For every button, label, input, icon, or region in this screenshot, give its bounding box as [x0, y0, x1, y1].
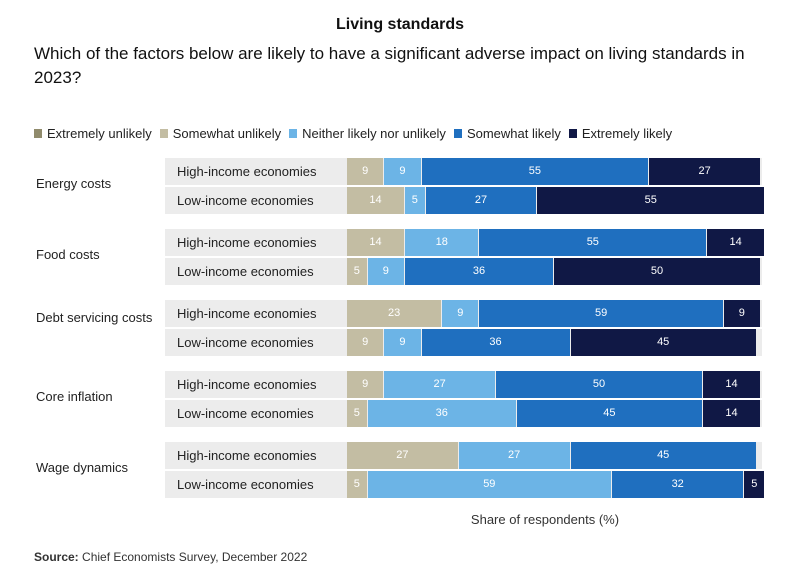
bar-segment: 27	[384, 371, 496, 398]
bar-segment: 14	[347, 187, 404, 214]
row-label: High-income economies	[177, 164, 317, 179]
bar-segment: 55	[537, 187, 765, 214]
bar-segment: 27	[347, 442, 458, 469]
legend: Extremely unlikely Somewhat unlikely Neith…	[34, 124, 680, 142]
bar-segment: 36	[367, 400, 516, 427]
bar-segment: 5	[744, 471, 765, 498]
legend-label: Somewhat unlikely	[172, 125, 282, 141]
bar-segment: 9	[347, 329, 384, 356]
group-label: Food costs	[36, 247, 100, 262]
group-label: Wage dynamics	[36, 460, 128, 475]
legend-item: Neither likely nor unlikely	[289, 126, 446, 141]
bar-segment: 14	[707, 229, 765, 256]
bar-segment: 18	[404, 229, 479, 256]
chart-title: Living standards	[335, 16, 465, 33]
source-note: Source: Chief Economists Survey, Decembe…	[34, 550, 307, 564]
bar-segment: 5	[404, 187, 425, 214]
row-label: Low-income economies	[177, 264, 314, 279]
legend-label: Extremely likely	[581, 125, 673, 141]
bar-segment: 14	[703, 371, 760, 398]
bar-segment: 55	[421, 158, 649, 185]
bar-segment: 36	[404, 258, 553, 285]
bar-segment: 23	[347, 300, 442, 327]
legend-swatch	[289, 128, 298, 138]
bar-segment: 45	[570, 442, 756, 469]
legend-label: Neither likely nor unlikely	[302, 125, 446, 141]
group-label: Debt servicing costs	[36, 310, 153, 325]
bar-segment: 5	[347, 400, 367, 427]
source-label: Source:	[34, 550, 79, 564]
legend-swatch	[34, 128, 42, 138]
row-label: High-income economies	[177, 377, 317, 392]
bar-segment: 50	[496, 371, 703, 398]
bar-segment: 59	[367, 471, 611, 498]
legend-label: Extremely unlikely	[47, 125, 152, 141]
legend-item: Somewhat unlikely	[159, 125, 282, 141]
bar-segment: 5	[347, 258, 367, 285]
bar-segment: 32	[611, 471, 744, 498]
legend-swatch	[159, 128, 168, 138]
chart-subtitle: Which of the factors below are likely to…	[34, 44, 745, 87]
row-label: High-income economies	[177, 306, 317, 321]
row-label: High-income economies	[177, 448, 317, 463]
bar-segment: 27	[649, 158, 760, 185]
legend-item: Somewhat likely	[453, 125, 561, 141]
bar-segment: 27	[425, 187, 537, 214]
bar-segment: 9	[347, 371, 384, 398]
row-label: High-income economies	[177, 235, 317, 250]
group-label: Energy costs	[36, 176, 112, 191]
bar-segment: 45	[570, 329, 756, 356]
bar-segment: 27	[458, 442, 570, 469]
bar-segment: 14	[347, 229, 404, 256]
legend-swatch	[453, 128, 462, 138]
legend-label: Somewhat likely	[466, 125, 561, 141]
bar-segment: 36	[421, 329, 570, 356]
bar-segment: 9	[723, 300, 760, 327]
bar-segment: 55	[479, 229, 707, 256]
group-label: Core inflation	[36, 389, 113, 404]
row-label: Low-income economies	[177, 406, 314, 421]
legend-item: Extremely unlikely	[34, 126, 152, 141]
bar-segment: 5	[347, 471, 367, 498]
source-text: Chief Economists Survey, December 2022	[82, 550, 308, 564]
bar-segment: 9	[442, 300, 479, 327]
bar-segment: 45	[516, 400, 703, 427]
row-label: Low-income economies	[177, 477, 314, 492]
bar-segment: 9	[367, 258, 404, 285]
x-axis-label: Share of respondents (%)	[470, 512, 620, 527]
row-label: Low-income economies	[177, 193, 314, 208]
legend-swatch	[568, 128, 577, 138]
row-label: Low-income economies	[177, 335, 314, 350]
bar-segment: 14	[703, 400, 760, 427]
bar-segment: 9	[384, 158, 421, 185]
bar-segment: 9	[347, 158, 384, 185]
bar-segment: 50	[554, 258, 760, 285]
legend-item: Extremely likely	[568, 125, 673, 141]
bar-segment: 9	[384, 329, 421, 356]
bar-segment: 59	[479, 300, 723, 327]
